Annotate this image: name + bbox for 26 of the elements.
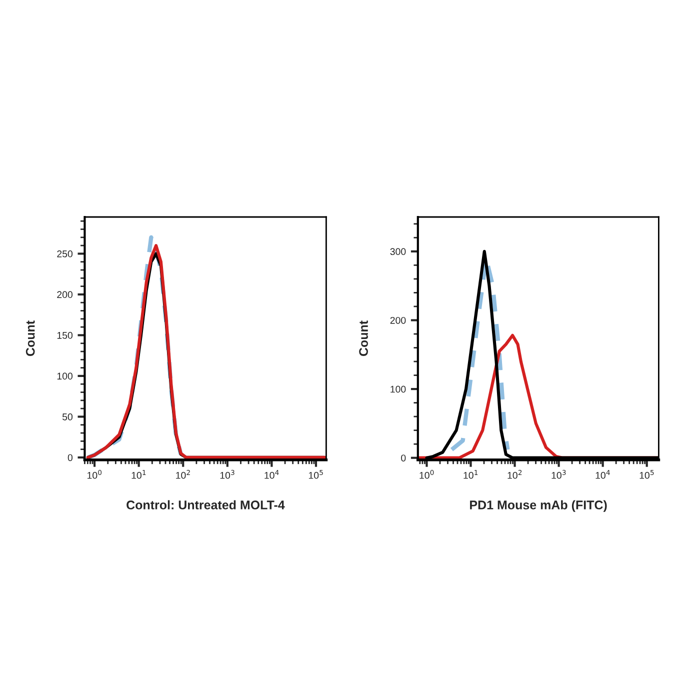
x-tick-label: 10$^{5}$ (640, 470, 654, 479)
y-tick-label: 0 (401, 454, 406, 462)
y-tick-label: 100 (390, 386, 406, 393)
y-tick-label: 150 (57, 332, 73, 339)
x-tick-label: 10$^{2}$ (508, 470, 522, 479)
y-tick-label: 100 (57, 372, 73, 380)
x-tick-label: 10$^{2}$ (176, 470, 190, 479)
x-tick-label: 10$^{3}$ (552, 470, 566, 479)
y-axis-title: Count (26, 320, 35, 356)
x-tick-label: 10$^{0}$ (87, 470, 102, 479)
y-tick-label: 200 (57, 291, 73, 298)
x-tick-label: 10$^{1}$ (464, 470, 478, 479)
x-tick-label: 10$^{3}$ (220, 470, 234, 479)
x-axis-title: Control: Untreated MOLT-4 (126, 500, 285, 510)
y-tick-label: 200 (390, 316, 406, 324)
y-tick-label: 250 (57, 250, 73, 258)
x-tick-label: 10$^{1}$ (132, 470, 146, 479)
x-tick-label: 10$^{4}$ (264, 470, 279, 479)
x-tick-label: 10$^{0}$ (420, 470, 434, 479)
y-axis-title: Count (359, 320, 368, 356)
y-tick-label: 300 (390, 248, 406, 256)
x-axis-title: PD1 Mouse mAb (FITC) (470, 500, 607, 512)
y-tick-label: 50 (62, 413, 73, 420)
y-tick-label: 0 (68, 454, 73, 462)
x-tick-label: 10$^{4}$ (596, 470, 610, 479)
x-tick-label: 10$^{5}$ (308, 470, 323, 479)
